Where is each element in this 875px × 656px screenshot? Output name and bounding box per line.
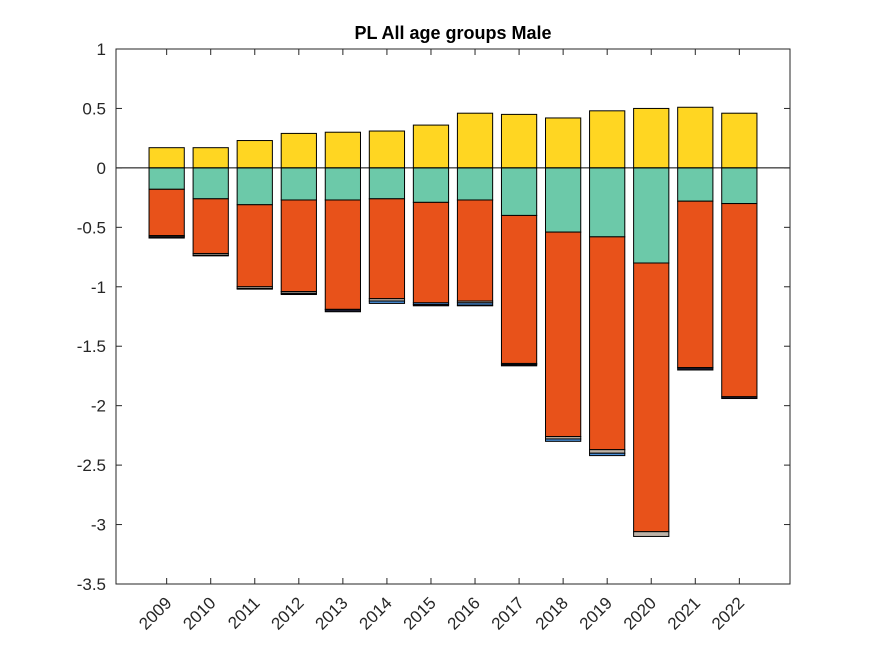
bar-green-component-2020	[633, 167, 670, 264]
bar-green-component-2009	[148, 167, 185, 190]
bar-dark-component-2009	[148, 236, 185, 239]
bar-yellow-component-2012	[280, 132, 317, 169]
bar-green-component-2014	[368, 167, 406, 200]
bar-dark-component-2011	[236, 288, 273, 290]
bar-orange-component-2019	[589, 236, 626, 451]
bar-green-component-2011	[236, 167, 273, 206]
bar-orange-component-2022	[721, 203, 758, 398]
bar-green-component-2012	[280, 167, 317, 201]
chart-title: PL All age groups Male	[354, 23, 551, 43]
axes-box	[115, 48, 791, 585]
bar-orange-component-2016	[456, 199, 494, 302]
bar-green-component-2021	[677, 167, 714, 202]
bar-orange-component-2013	[324, 199, 361, 310]
bar-green-component-2019	[589, 167, 626, 238]
y-tick-label: -2	[91, 397, 106, 416]
bar-gray-component-2019	[589, 449, 626, 454]
bar-green-component-2018	[545, 167, 582, 233]
y-axis: 1 0.5 0 -0.5 -1 -1.5 -2 -2.5 -3 -3.5	[77, 40, 790, 594]
bar-blue-component-2014	[368, 300, 406, 304]
bar-dark-component-2016	[456, 304, 494, 307]
bar-yellow-component-2020	[633, 107, 670, 169]
bar-yellow-component-2016	[456, 112, 494, 169]
bar-green-component-2013	[324, 167, 361, 201]
bar-dark-component-2013	[324, 308, 361, 313]
bar-dark-component-2022	[721, 396, 758, 400]
bar-green-component-2015	[412, 167, 450, 203]
bar-orange-component-2021	[677, 200, 714, 369]
y-tick-label: -0.5	[77, 218, 106, 237]
bar-yellow-component-2011	[236, 140, 273, 169]
bar-green-component-2010	[192, 167, 229, 200]
bar-gray-component-2020	[633, 531, 670, 537]
y-tick-label: -1	[91, 278, 106, 297]
bar-orange-component-2017	[500, 214, 538, 364]
bar-orange-component-2009	[148, 188, 185, 237]
bar-yellow-component-2021	[677, 106, 714, 169]
bar-orange-component-2020	[633, 262, 670, 533]
bar-dark-component-2017	[500, 364, 538, 367]
bar-dark-component-2021	[677, 367, 714, 371]
bar-yellow-component-2014	[368, 130, 406, 169]
bar-dark-component-2012	[280, 292, 317, 296]
bar-orange-component-2018	[545, 231, 582, 438]
bar-blue-component-2018	[545, 438, 582, 442]
y-tick-label: 0	[97, 159, 106, 178]
bar-yellow-component-2009	[148, 147, 185, 169]
bar-green-component-2022	[721, 167, 758, 205]
bar-yellow-component-2015	[412, 124, 450, 169]
bar-orange-component-2014	[368, 198, 406, 300]
bar-yellow-component-2019	[589, 110, 626, 169]
y-tick-label: -3.5	[77, 575, 106, 594]
bar-yellow-component-2018	[545, 117, 582, 169]
bar-orange-component-2012	[280, 199, 317, 293]
bar-dark-component-2010	[192, 254, 229, 257]
bar-yellow-component-2017	[500, 113, 538, 169]
bar-orange-component-2015	[412, 201, 450, 304]
bar-yellow-component-2013	[324, 131, 361, 169]
y-tick-label: -1.5	[77, 337, 106, 356]
bar-green-component-2016	[456, 167, 494, 201]
y-tick-label: -3	[91, 516, 106, 535]
bar-blue-component-2019	[589, 452, 626, 457]
bar-yellow-component-2022	[721, 112, 758, 169]
bar-yellow-component-2010	[192, 147, 229, 169]
bar-green-component-2017	[500, 167, 538, 216]
y-tick-label: 1	[97, 40, 106, 59]
bar-orange-component-2010	[192, 198, 229, 254]
bar-dark-component-2015	[412, 304, 450, 307]
y-tick-label: 0.5	[82, 99, 106, 118]
y-tick-label: -2.5	[77, 456, 106, 475]
bar-orange-component-2011	[236, 204, 273, 288]
